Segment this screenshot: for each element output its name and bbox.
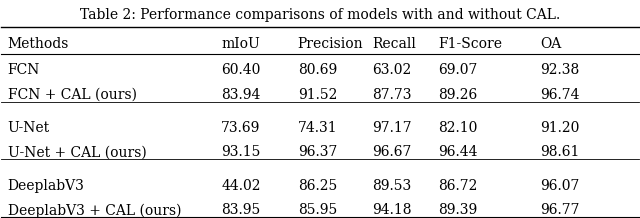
Text: Recall: Recall bbox=[372, 37, 416, 51]
Text: 69.07: 69.07 bbox=[438, 63, 477, 77]
Text: 89.53: 89.53 bbox=[372, 179, 412, 193]
Text: 74.31: 74.31 bbox=[298, 121, 337, 135]
Text: 96.67: 96.67 bbox=[372, 145, 412, 159]
Text: Table 2: Performance comparisons of models with and without CAL.: Table 2: Performance comparisons of mode… bbox=[80, 7, 560, 22]
Text: 98.61: 98.61 bbox=[540, 145, 579, 159]
Text: DeeplabV3: DeeplabV3 bbox=[8, 179, 84, 193]
Text: 85.95: 85.95 bbox=[298, 203, 337, 217]
Text: 80.69: 80.69 bbox=[298, 63, 337, 77]
Text: 91.20: 91.20 bbox=[540, 121, 579, 135]
Text: 89.26: 89.26 bbox=[438, 88, 477, 102]
Text: Precision: Precision bbox=[298, 37, 364, 51]
Text: U-Net + CAL (ours): U-Net + CAL (ours) bbox=[8, 145, 147, 159]
Text: Methods: Methods bbox=[8, 37, 69, 51]
Text: U-Net: U-Net bbox=[8, 121, 50, 135]
Text: 96.74: 96.74 bbox=[540, 88, 579, 102]
Text: 83.94: 83.94 bbox=[221, 88, 260, 102]
Text: 82.10: 82.10 bbox=[438, 121, 477, 135]
Text: 83.95: 83.95 bbox=[221, 203, 260, 217]
Text: mIoU: mIoU bbox=[221, 37, 260, 51]
Text: FCN: FCN bbox=[8, 63, 40, 77]
Text: OA: OA bbox=[540, 37, 561, 51]
Text: 89.39: 89.39 bbox=[438, 203, 477, 217]
Text: 86.25: 86.25 bbox=[298, 179, 337, 193]
Text: 60.40: 60.40 bbox=[221, 63, 260, 77]
Text: 86.72: 86.72 bbox=[438, 179, 477, 193]
Text: 96.44: 96.44 bbox=[438, 145, 477, 159]
Text: 63.02: 63.02 bbox=[372, 63, 412, 77]
Text: FCN + CAL (ours): FCN + CAL (ours) bbox=[8, 88, 137, 102]
Text: F1-Score: F1-Score bbox=[438, 37, 502, 51]
Text: 44.02: 44.02 bbox=[221, 179, 260, 193]
Text: 73.69: 73.69 bbox=[221, 121, 260, 135]
Text: DeeplabV3 + CAL (ours): DeeplabV3 + CAL (ours) bbox=[8, 203, 181, 218]
Text: 94.18: 94.18 bbox=[372, 203, 412, 217]
Text: 96.37: 96.37 bbox=[298, 145, 337, 159]
Text: 96.77: 96.77 bbox=[540, 203, 579, 217]
Text: 87.73: 87.73 bbox=[372, 88, 412, 102]
Text: 96.07: 96.07 bbox=[540, 179, 579, 193]
Text: 91.52: 91.52 bbox=[298, 88, 337, 102]
Text: 92.38: 92.38 bbox=[540, 63, 579, 77]
Text: 97.17: 97.17 bbox=[372, 121, 412, 135]
Text: 93.15: 93.15 bbox=[221, 145, 260, 159]
